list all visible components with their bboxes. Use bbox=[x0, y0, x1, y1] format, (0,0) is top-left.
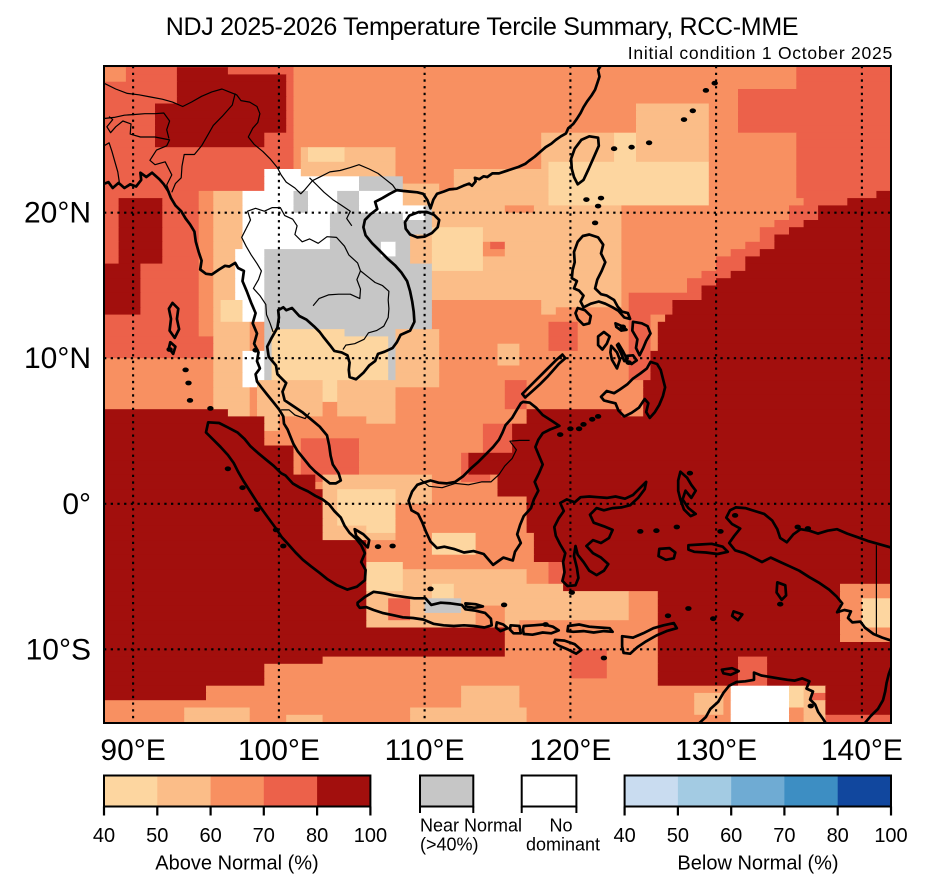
svg-text:Initial condition 1 October 20: Initial condition 1 October 2025 bbox=[628, 43, 893, 63]
svg-text:20°N: 20°N bbox=[24, 197, 91, 230]
svg-text:60: 60 bbox=[199, 825, 221, 847]
svg-text:Above Normal (%): Above Normal (%) bbox=[155, 853, 318, 875]
svg-text:70: 70 bbox=[773, 825, 795, 847]
svg-text:10°N: 10°N bbox=[24, 342, 91, 375]
svg-text:80: 80 bbox=[827, 825, 849, 847]
svg-text:140°E: 140°E bbox=[821, 734, 903, 767]
svg-text:10°S: 10°S bbox=[26, 633, 91, 666]
svg-text:dominant: dominant bbox=[526, 834, 600, 854]
svg-text:NDJ 2025-2026 Temperature Terc: NDJ 2025-2026 Temperature Tercile Summar… bbox=[166, 13, 798, 41]
svg-text:60: 60 bbox=[720, 825, 742, 847]
svg-text:70: 70 bbox=[253, 825, 275, 847]
svg-text:130°E: 130°E bbox=[675, 734, 757, 767]
svg-text:110°E: 110°E bbox=[385, 734, 465, 767]
svg-text:100: 100 bbox=[354, 825, 387, 847]
svg-text:50: 50 bbox=[667, 825, 689, 847]
svg-text:Near Normal: Near Normal bbox=[420, 816, 522, 836]
svg-text:90°E: 90°E bbox=[100, 734, 165, 767]
svg-text:40: 40 bbox=[613, 825, 635, 847]
svg-text:80: 80 bbox=[306, 825, 328, 847]
svg-text:Below Normal (%): Below Normal (%) bbox=[677, 853, 838, 875]
svg-text:120°E: 120°E bbox=[529, 734, 611, 767]
svg-text:100: 100 bbox=[874, 825, 907, 847]
svg-text:50: 50 bbox=[146, 825, 168, 847]
svg-text:No: No bbox=[549, 816, 572, 836]
svg-text:0°: 0° bbox=[62, 488, 91, 521]
svg-text:(>40%): (>40%) bbox=[420, 834, 479, 854]
svg-text:100°E: 100°E bbox=[238, 734, 320, 767]
svg-text:40: 40 bbox=[93, 825, 115, 847]
